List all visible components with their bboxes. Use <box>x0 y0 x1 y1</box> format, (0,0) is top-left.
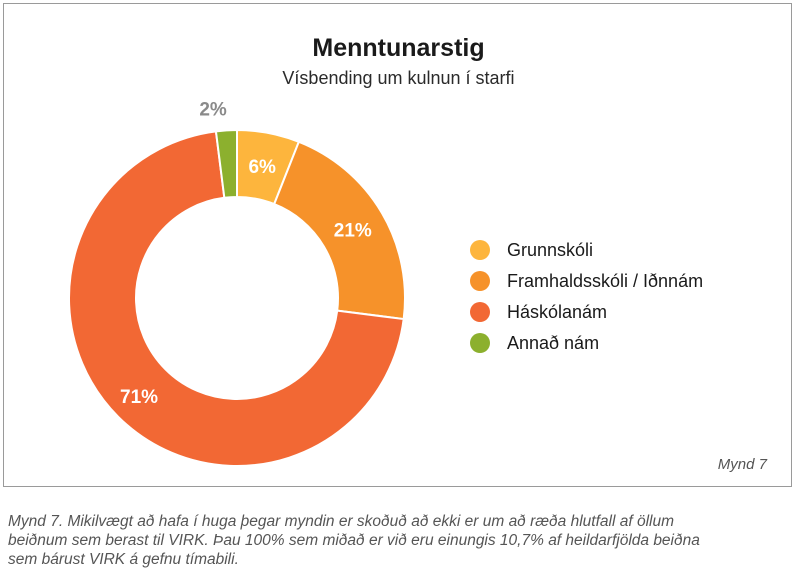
caption-line: beiðnum sem berast til VIRK. Þau 100% se… <box>8 532 700 549</box>
caption-line: Mynd 7. Mikilvægt að hafa í huga þegar m… <box>8 513 674 530</box>
caption-line: sem bárust VIRK á gefnu tímabili. <box>8 551 239 568</box>
legend-swatch <box>470 302 490 322</box>
slice-framhaldsskoli <box>272 140 406 321</box>
slice-label: 2% <box>199 99 227 120</box>
slice-haskolanam <box>68 130 405 467</box>
slice-label: 21% <box>334 221 372 242</box>
chart-title: Menntunarstig <box>312 34 485 62</box>
figure-source-label: Mynd 7 <box>717 456 767 473</box>
legend-label: Framhaldsskóli / Iðnnám <box>507 271 704 291</box>
legend-swatch <box>470 271 490 291</box>
legend-label: Háskólanám <box>507 302 608 322</box>
slice-label: 71% <box>120 387 158 408</box>
legend-swatch <box>470 240 490 260</box>
chart-subtitle: Vísbending um kulnun í starfi <box>282 68 515 88</box>
slice-label: 6% <box>248 157 276 178</box>
figure-caption: Mynd 7. Mikilvægt að hafa í huga þegar m… <box>8 512 788 569</box>
slice-annad-nam <box>214 128 238 199</box>
legend-label: Annað nám <box>507 333 600 353</box>
legend-label: Grunnskóli <box>507 240 594 260</box>
legend-swatch <box>470 333 490 353</box>
